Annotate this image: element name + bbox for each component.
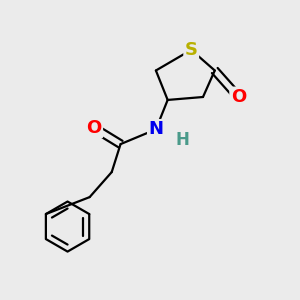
Text: S: S bbox=[185, 41, 198, 59]
Text: O: O bbox=[86, 119, 102, 137]
Text: N: N bbox=[148, 120, 164, 138]
Text: H: H bbox=[176, 131, 189, 149]
Text: O: O bbox=[231, 88, 246, 106]
